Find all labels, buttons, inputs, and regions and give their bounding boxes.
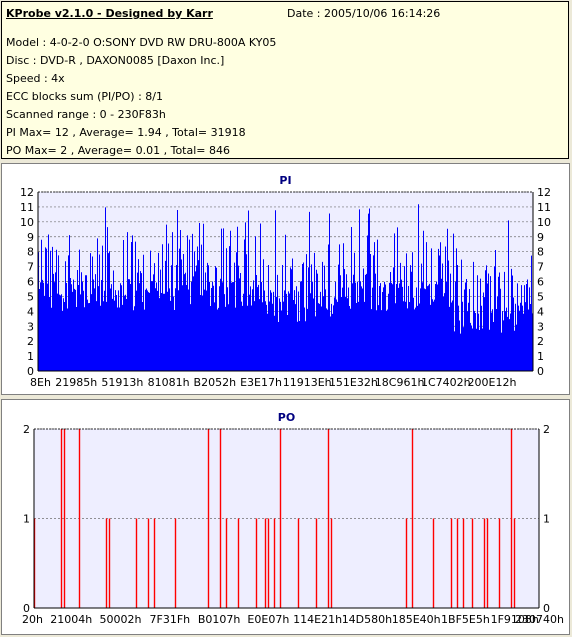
y-tick-label-right: 1 <box>537 350 544 363</box>
x-tick-label: 7F31Fh <box>150 613 191 626</box>
x-tick-label: 21004h <box>50 613 92 626</box>
y-tick-label-right: 5 <box>537 290 544 303</box>
x-tick-label: 11913Eh <box>283 376 332 389</box>
x-tick-label: 114E21h <box>293 613 342 626</box>
x-tick-label: E0E07h <box>247 613 289 626</box>
y-tick-label-left: 2 <box>23 423 30 436</box>
pi-chart-panel: PI 0 0 1 1 2 2 3 3 4 4 5 5 6 6 7 7 8 8 9 9 10 10 11 11 12 12 8Eh 219… <box>1 163 570 395</box>
y-tick-label-left: 3 <box>27 320 34 333</box>
scan-date: Date : 2005/10/06 16:14:26 <box>287 7 441 20</box>
data-series <box>33 429 516 608</box>
x-tick-label: 8Eh <box>30 376 51 389</box>
info-panel: KProbe v2.1.0 - Designed by Karr Date : … <box>1 1 569 159</box>
x-tick-label: 1C7402h <box>421 376 471 389</box>
y-tick-label-left: 7 <box>27 261 34 274</box>
y-tick-label-left: 0 <box>23 602 30 615</box>
x-tick-label: 1F9108h <box>491 613 539 626</box>
x-tick-label: 81081h <box>148 376 190 389</box>
y-tick-label-right: 11 <box>537 201 551 214</box>
y-tick-label-left: 10 <box>20 216 34 229</box>
y-tick-label-left: 2 <box>27 335 34 348</box>
y-tick-label-right: 3 <box>537 320 544 333</box>
x-tick-label: 1BF5E5h <box>441 613 490 626</box>
y-tick-label-right: 4 <box>537 305 544 318</box>
y-tick-label-right: 7 <box>537 261 544 274</box>
x-tick-label: 185E40h <box>392 613 441 626</box>
x-tick-label: 200E12h <box>468 376 517 389</box>
y-tick-label-right: 0 <box>537 365 544 378</box>
range-line: Scanned range : 0 - 230F83h <box>6 108 166 121</box>
y-tick-label-left: 6 <box>27 276 34 289</box>
y-tick-label-right: 0 <box>543 602 550 615</box>
x-tick-label: 230740h <box>515 613 564 626</box>
y-tick-label-left: 0 <box>27 365 34 378</box>
app-title: KProbe v2.1.0 - Designed by Karr <box>6 7 213 20</box>
pi-stats-line: PI Max= 12 , Average= 1.94 , Total= 3191… <box>6 126 246 139</box>
data-series <box>38 204 533 371</box>
y-tick-label-right: 10 <box>537 216 551 229</box>
y-tick-label-right: 2 <box>537 335 544 348</box>
po-chart: PO 0 0 1 1 2 2 20h 21004h 50002h 7F31Fh B0107h E0E07… <box>22 411 564 626</box>
y-tick-label-left: 9 <box>27 231 34 244</box>
y-tick-label-right: 2 <box>543 423 550 436</box>
y-tick-label-left: 5 <box>27 290 34 303</box>
x-tick-label: B0107h <box>198 613 241 626</box>
y-tick-label-left: 4 <box>27 305 34 318</box>
speed-line: Speed : 4x <box>6 72 65 85</box>
x-tick-label: E3E17h <box>240 376 282 389</box>
y-tick-label-right: 12 <box>537 186 551 199</box>
x-tick-label: 18C961h <box>375 376 425 389</box>
disc-line: Disc : DVD-R , DAXON0085 [Daxon Inc.] <box>6 54 225 67</box>
y-tick-label-left: 1 <box>27 350 34 363</box>
y-tick-label-left: 1 <box>23 513 30 526</box>
x-tick-label: 51913h <box>101 376 143 389</box>
x-tick-label: 14D580h <box>342 613 392 626</box>
y-tick-label-right: 6 <box>537 276 544 289</box>
y-tick-label-left: 11 <box>20 201 34 214</box>
y-tick-label-left: 12 <box>20 186 34 199</box>
x-tick-label: 151E32h <box>329 376 378 389</box>
ecc-line: ECC blocks sum (PI/PO) : 8/1 <box>6 90 163 103</box>
chart-title: PO <box>278 411 295 424</box>
model-line: Model : 4-0-2-0 O:SONY DVD RW DRU-800A K… <box>6 36 277 49</box>
x-tick-label: 20h <box>22 613 43 626</box>
y-tick-label-left: 8 <box>27 246 34 259</box>
x-tick-label: B2052h <box>194 376 237 389</box>
po-stats-line: PO Max= 2 , Average= 0.01 , Total= 846 <box>6 144 230 157</box>
x-tick-label: 50002h <box>100 613 142 626</box>
po-chart-panel: PO 0 0 1 1 2 2 20h 21004h 50002h 7F31Fh B0107h E0E07… <box>1 399 570 635</box>
chart-title: PI <box>279 174 291 187</box>
y-tick-label-right: 1 <box>543 513 550 526</box>
x-tick-label: 21985h <box>55 376 97 389</box>
y-tick-label-right: 9 <box>537 231 544 244</box>
y-tick-label-right: 8 <box>537 246 544 259</box>
